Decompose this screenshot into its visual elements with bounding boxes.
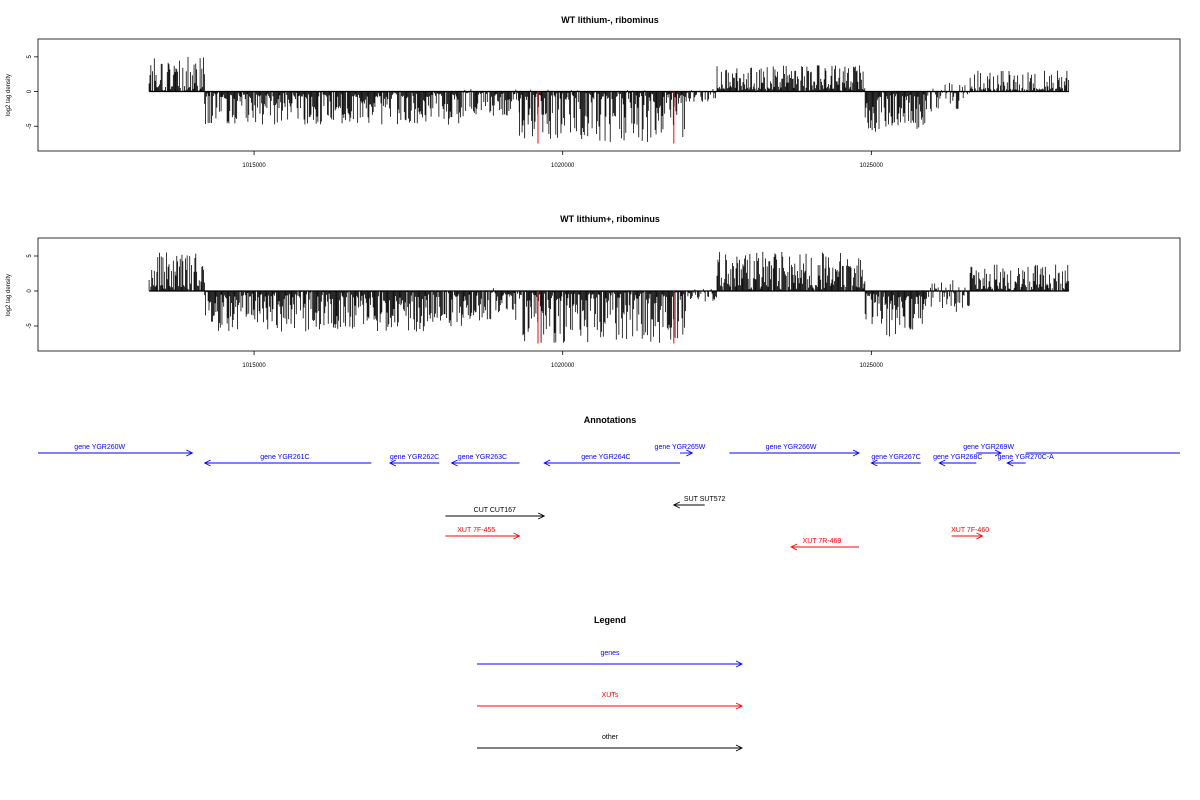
y-axis-label: log2 tag density	[6, 274, 12, 316]
x-tick-label: 1015000	[242, 363, 266, 369]
plot-frame	[37, 38, 1181, 152]
y-tick-label: 0	[27, 289, 33, 293]
gene-annotation: gene YGR262C	[388, 454, 440, 467]
arrowhead-right-icon	[513, 532, 521, 540]
x-tick-label: 1020000	[551, 163, 575, 169]
bar-series	[148, 56, 1070, 144]
annotation-label: gene YGR270C-A	[998, 454, 1055, 461]
gene-annotation: gene YGR261C	[203, 454, 372, 467]
gene-annotation: gene YGR269W	[963, 444, 1014, 457]
annotations-title: Annotations	[584, 415, 637, 425]
gene-annotation: gene YGR265W	[655, 444, 706, 457]
annotation-label: XUT 7R-469	[803, 538, 842, 545]
xut-annotation: XUT 7R-469	[790, 538, 860, 551]
bar-series	[148, 251, 1070, 344]
arrowhead-right-icon	[735, 744, 744, 752]
x-tick-label: 1015000	[242, 163, 266, 169]
annotation-label: CUT CUT167	[474, 507, 516, 514]
arrowhead-left-icon	[450, 459, 458, 467]
arrowhead-right-icon	[686, 449, 694, 457]
chart-panel-lithium-plus: WT lithium+, ribominus 1015000 1020000 102…	[6, 214, 1181, 369]
chart-title: WT lithium-, ribominus	[561, 15, 659, 25]
legend-item: other	[477, 734, 744, 752]
xut-annotation: XUT 7F-460	[951, 527, 989, 540]
arrowhead-right-icon	[735, 660, 744, 668]
arrowhead-left-icon	[203, 459, 211, 467]
y-tick-label: -5	[27, 323, 33, 329]
y-axis-label: log2 tag density	[6, 74, 12, 116]
annotation-label: gene YGR262C	[390, 454, 439, 461]
y-tick-label: 5	[27, 254, 33, 258]
annotation-label: XUT 7F-455	[457, 527, 495, 534]
annotation-label: gene YGR266W	[766, 444, 817, 451]
annotation-label: gene YGR264C	[581, 454, 630, 461]
x-tick-label: 1025000	[860, 363, 884, 369]
legend-label: genes	[600, 650, 620, 657]
annotation-label: XUT 7F-460	[951, 527, 989, 534]
arrowhead-left-icon	[672, 501, 681, 509]
annotation-label: gene YGR260W	[74, 444, 125, 451]
arrowhead-left-icon	[1006, 459, 1014, 467]
plot-frame	[37, 237, 1181, 352]
gene-annotation: gene YGR266W	[729, 444, 861, 457]
arrowhead-right-icon	[994, 449, 1002, 457]
axis-ticks: 1015000 1020000 1025000 5 0 -5	[27, 254, 884, 369]
arrowhead-right-icon	[735, 702, 744, 710]
legend-items: genes XUTs other	[477, 650, 744, 752]
arrowhead-left-icon	[790, 543, 798, 551]
arrowhead-right-icon	[537, 512, 546, 520]
arrowhead-left-icon	[938, 459, 946, 467]
y-tick-label: 0	[27, 89, 33, 93]
arrowhead-right-icon	[976, 532, 984, 540]
legend-item: XUTs	[477, 692, 744, 710]
other-annotation: CUT CUT167	[445, 507, 546, 520]
annotation-label: gene YGR268C	[933, 454, 982, 461]
gene-annotation: gene YGR264C	[543, 454, 680, 467]
arrowhead-left-icon	[543, 459, 551, 467]
annotation-label: gene YGR265W	[655, 444, 706, 451]
chart-panel-lithium-minus: WT lithium-, ribominus 1015000 1020000 102…	[6, 15, 1181, 169]
x-tick-label: 1025000	[860, 163, 884, 169]
chart-title: WT lithium+, ribominus	[560, 214, 660, 224]
y-tick-label: 5	[27, 55, 33, 59]
other-annotation: SUT SUT572	[672, 496, 726, 509]
axis-ticks: 1015000 1020000 1025000 5 0 -5	[27, 55, 884, 169]
annotation-label: gene YGR267C	[871, 454, 920, 461]
xut-annotation: XUT 7F-455	[445, 527, 521, 540]
legend-label: other	[602, 734, 619, 741]
arrowhead-right-icon	[186, 449, 194, 457]
gene-annotation: gene YGR270C-A	[998, 454, 1055, 467]
annotation-label: gene YGR261C	[260, 454, 309, 461]
annotation-label: gene YGR263C	[458, 454, 507, 461]
arrowhead-right-icon	[852, 449, 861, 457]
y-tick-label: -5	[27, 123, 33, 129]
annotation-label: SUT SUT572	[684, 496, 726, 503]
arrowhead-left-icon	[870, 459, 878, 467]
legend: Legend genes XUTs other	[477, 615, 744, 752]
legend-title: Legend	[594, 615, 626, 625]
gene-annotation: gene YGR268C	[933, 454, 982, 467]
gene-annotation: gene YGR267C	[870, 454, 921, 467]
annotation-label: gene YGR269W	[963, 444, 1014, 451]
annotation-items: gene YGR260W gene YGR261C gene YGR262C gene…	[38, 444, 1180, 551]
gene-annotation: gene YGR263C	[450, 454, 520, 467]
arrowhead-left-icon	[388, 459, 397, 467]
legend-label: XUTs	[602, 692, 619, 699]
legend-item: genes	[477, 650, 744, 668]
gene-annotation: gene YGR260W	[38, 444, 194, 457]
x-tick-label: 1020000	[551, 363, 575, 369]
